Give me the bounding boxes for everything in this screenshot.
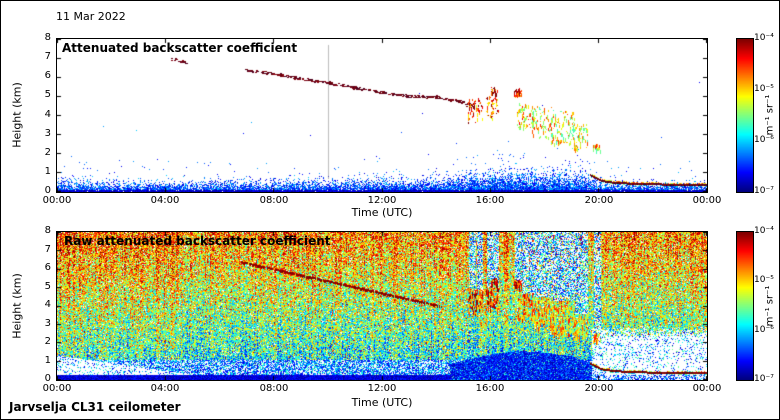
x-tick-label: 04:00 <box>150 383 180 394</box>
xlabel-top: Time (UTC) <box>351 206 413 219</box>
colorbar-tick-label: 10⁻⁶ <box>754 135 774 145</box>
x-tick-label: 12:00 <box>367 383 397 394</box>
y-tick-label: 1 <box>44 166 51 177</box>
colorbar-tick-label: 10⁻⁷ <box>754 374 774 384</box>
colorbar-tick-label: 10⁻⁵ <box>754 275 774 285</box>
ylabel-top: Height (km) <box>10 82 24 148</box>
colorbar-tick-label: 10⁻⁴ <box>754 33 774 43</box>
x-tick-label: 08:00 <box>259 195 289 206</box>
y-tick-label: 7 <box>44 244 51 255</box>
x-tick-label: 00:00 <box>692 195 722 206</box>
x-tick-label: 12:00 <box>367 195 397 206</box>
colorbar-canvas-top <box>737 39 753 192</box>
x-tick-label: 20:00 <box>584 383 614 394</box>
plot-area-bottom <box>56 231 708 381</box>
y-tick-label: 0 <box>44 185 51 196</box>
xlabel-bottom: Time (UTC) <box>351 396 413 409</box>
x-tick-label: 00:00 <box>42 195 72 206</box>
ylabel-bottom: Height (km) <box>10 273 24 339</box>
y-tick-label: 6 <box>44 262 51 273</box>
y-tick-label: 2 <box>44 336 51 347</box>
date-label: 11 Mar 2022 <box>56 10 126 23</box>
y-tick-label: 4 <box>44 109 51 120</box>
y-tick-label: 8 <box>44 32 51 43</box>
colorbar-tick-label: 10⁻⁵ <box>754 84 774 94</box>
panel-title-top: Attenuated backscatter coefficient <box>62 41 298 55</box>
x-tick-label: 04:00 <box>150 195 180 206</box>
y-tick-label: 2 <box>44 147 51 158</box>
colorbar-top <box>736 38 754 193</box>
instrument-label: Jarvselja CL31 ceilometer <box>9 400 181 414</box>
colorbar-tick-label: 10⁻⁴ <box>754 226 774 236</box>
x-tick-label: 08:00 <box>259 383 289 394</box>
x-tick-label: 16:00 <box>475 383 505 394</box>
plot-area-top <box>56 38 708 193</box>
panel-title-bottom: Raw attenuated backscatter coefficient <box>64 234 331 248</box>
y-tick-label: 3 <box>44 318 51 329</box>
heatmap-canvas-bottom <box>57 232 707 380</box>
colorbar-tick-label: 10⁻⁷ <box>754 186 774 196</box>
y-tick-label: 0 <box>44 373 51 384</box>
y-tick-label: 6 <box>44 70 51 81</box>
colorbar-tick-label: 10⁻⁶ <box>754 325 774 335</box>
y-tick-label: 7 <box>44 51 51 62</box>
x-tick-label: 00:00 <box>42 383 72 394</box>
colorbar-canvas-bottom <box>737 232 753 380</box>
y-tick-label: 5 <box>44 89 51 100</box>
y-tick-label: 3 <box>44 128 51 139</box>
colorbar-unit-top: m⁻¹ sr⁻¹ <box>764 94 776 136</box>
heatmap-canvas-top <box>57 39 707 192</box>
colorbar-bottom <box>736 231 754 381</box>
x-tick-label: 20:00 <box>584 195 614 206</box>
y-tick-label: 8 <box>44 225 51 236</box>
y-tick-label: 5 <box>44 281 51 292</box>
x-tick-label: 00:00 <box>692 383 722 394</box>
y-tick-label: 1 <box>44 355 51 366</box>
x-tick-label: 16:00 <box>475 195 505 206</box>
y-tick-label: 4 <box>44 299 51 310</box>
colorbar-unit-bottom: m⁻¹ sr⁻¹ <box>764 285 776 327</box>
